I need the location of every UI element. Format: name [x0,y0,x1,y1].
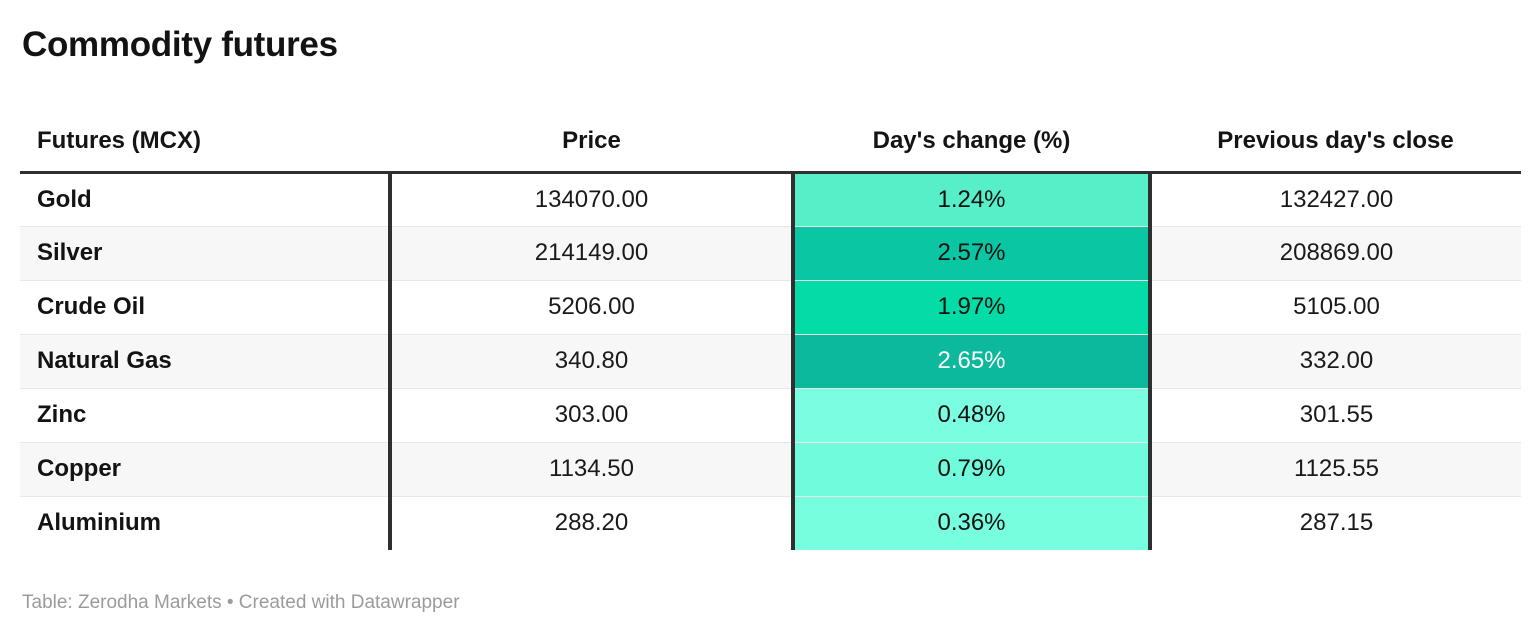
cell-futures-name: Aluminium [20,495,392,550]
table-row: Silver 214149.00 2.57% 208869.00 [20,225,1521,280]
cell-days-change: 0.36% [791,495,1152,550]
table-row: Zinc 303.00 0.48% 301.55 [20,387,1521,442]
cell-price: 288.20 [390,495,793,550]
cell-price: 134070.00 [390,171,793,226]
cell-prev-close: 5105.00 [1150,279,1521,334]
table-row: Crude Oil 5206.00 1.97% 5105.00 [20,279,1521,334]
cell-days-change: 1.24% [791,171,1152,226]
cell-days-change: 2.57% [791,225,1152,280]
column-header-futures-mcx: Futures (MCX) [20,106,390,174]
cell-prev-close: 1125.55 [1150,441,1521,496]
cell-price: 1134.50 [390,441,793,496]
table-body: Gold 134070.00 1.24% 132427.00 Silver 21… [20,171,1521,550]
cell-prev-close: 332.00 [1150,333,1521,388]
cell-prev-close: 208869.00 [1150,225,1521,280]
column-header-previous-days-close: Previous day's close [1150,106,1521,174]
cell-prev-close: 287.15 [1150,495,1521,550]
table-row: Copper 1134.50 0.79% 1125.55 [20,441,1521,496]
cell-futures-name: Silver [20,225,392,280]
cell-futures-name: Zinc [20,387,392,442]
header-row: Futures (MCX) Price Day's change (%) Pre… [20,106,1521,174]
cell-price: 303.00 [390,387,793,442]
footer-attribution: Table: Zerodha Markets • Created with Da… [22,592,460,613]
column-header-price: Price [390,106,793,174]
cell-days-change: 1.97% [791,279,1152,334]
cell-futures-name: Copper [20,441,392,496]
table-row: Aluminium 288.20 0.36% 287.15 [20,495,1521,550]
cell-days-change: 0.79% [791,441,1152,496]
cell-prev-close: 132427.00 [1150,171,1521,226]
cell-futures-name: Crude Oil [20,279,392,334]
table-row: Gold 134070.00 1.24% 132427.00 [20,171,1521,226]
cell-days-change: 2.65% [791,333,1152,388]
commodity-futures-table: Futures (MCX) Price Day's change (%) Pre… [20,106,1521,550]
column-header-days-change: Day's change (%) [793,106,1150,174]
cell-prev-close: 301.55 [1150,387,1521,442]
cell-days-change: 0.48% [791,387,1152,442]
cell-futures-name: Gold [20,171,392,226]
cell-futures-name: Natural Gas [20,333,392,388]
cell-price: 214149.00 [390,225,793,280]
cell-price: 5206.00 [390,279,793,334]
page-title: Commodity futures [22,25,338,64]
cell-price: 340.80 [390,333,793,388]
table-row: Natural Gas 340.80 2.65% 332.00 [20,333,1521,388]
